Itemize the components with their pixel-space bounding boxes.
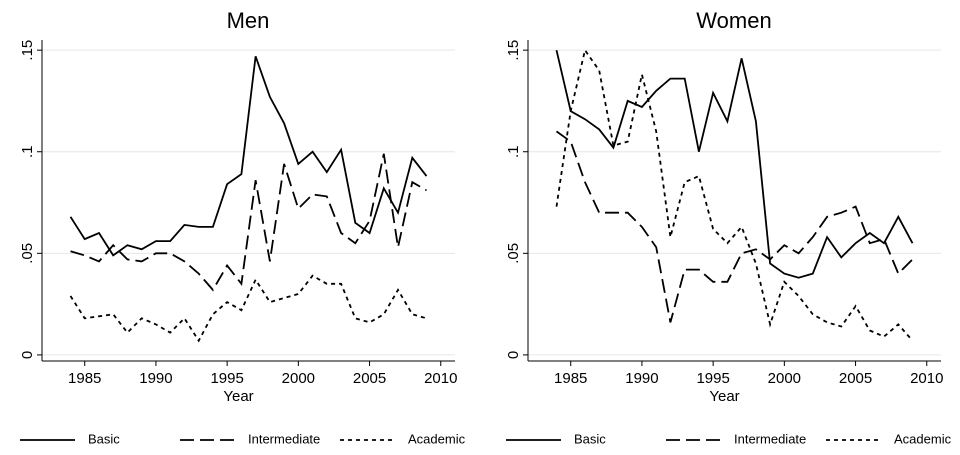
x-tick-label: 1990 [139, 370, 172, 387]
chart-title: Men [227, 8, 270, 33]
y-tick-label: .15 [505, 40, 522, 61]
series-line [70, 153, 427, 292]
x-tick-label: 1985 [554, 370, 587, 387]
y-tick-label: .05 [505, 243, 522, 264]
x-tick-label: 1985 [68, 370, 101, 387]
series-line [555, 48, 914, 342]
y-tick-label: .15 [19, 40, 36, 61]
x-tick-label: 2010 [910, 370, 943, 387]
x-tick-label: 2000 [282, 370, 315, 387]
series-line [555, 130, 914, 323]
series-line [555, 49, 914, 279]
legend-label: Intermediate [734, 431, 806, 446]
x-axis-label: Year [709, 388, 739, 405]
y-tick-label: 0 [505, 351, 522, 359]
x-tick-label: 1995 [696, 370, 729, 387]
legend-label: Intermediate [248, 431, 320, 446]
y-tick-label: .1 [19, 145, 36, 158]
x-axis-label: Year [223, 388, 253, 405]
y-tick-label: 0 [19, 351, 36, 359]
x-tick-label: 2005 [839, 370, 872, 387]
x-tick-label: 2005 [353, 370, 386, 387]
series-line [69, 274, 427, 343]
chart-title: Women [696, 8, 771, 33]
legend-label: Basic [88, 431, 120, 446]
legend-label: Basic [574, 431, 606, 446]
chart-panel: Women 0 .05 .1 .15 1985 1990 1995 2000 2005 2010 Ye… [505, 8, 952, 447]
legend-label: Academic [894, 431, 952, 446]
legend-label: Academic [408, 431, 466, 446]
y-tick-label: .05 [19, 243, 36, 264]
chart-panel: Men 0 .05 .1 .15 1985 1990 1995 2000 2005 2010 Year… [19, 8, 466, 447]
x-tick-label: 2010 [424, 370, 457, 387]
x-tick-label: 2000 [768, 370, 801, 387]
y-tick-label: .1 [505, 145, 522, 158]
x-tick-label: 1990 [625, 370, 658, 387]
x-tick-label: 1995 [210, 370, 243, 387]
series-line [69, 56, 428, 257]
